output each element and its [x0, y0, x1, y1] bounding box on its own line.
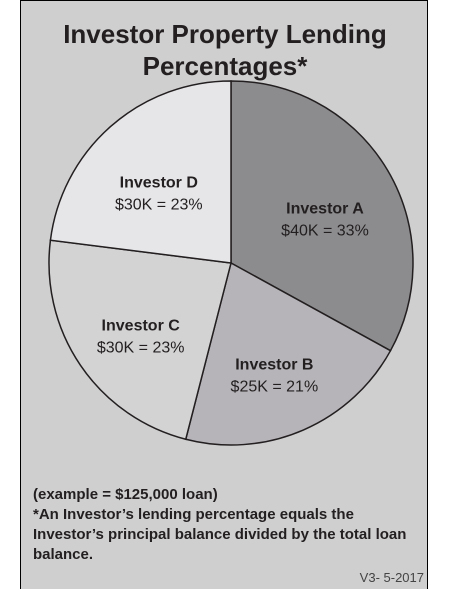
slice-label: Investor C — [102, 318, 181, 335]
version: V3- 5-2017 — [359, 570, 424, 585]
pie-slice — [230, 80, 414, 352]
slice-label: Investor B — [235, 356, 313, 373]
value-label: $30K = 23% — [115, 196, 203, 213]
slice-label: Investor D — [120, 174, 198, 191]
chart-title: Investor Property Lending Percentages* — [63, 19, 387, 81]
value-label: $40K = 33% — [281, 223, 369, 240]
notes: (example = $125,000 loan) *An Investor’s… — [33, 485, 418, 565]
slice-label: Investor A — [286, 201, 364, 218]
pie-slice — [49, 80, 232, 264]
value-label: $30K = 23% — [97, 340, 185, 357]
note: *An Investor’s lending percentage equals… — [33, 506, 407, 563]
pie-slice — [48, 239, 232, 441]
value-label: $25K = 21% — [231, 378, 319, 395]
pie-slice — [184, 261, 392, 446]
note: (example = $125,000 loan) — [33, 486, 218, 503]
